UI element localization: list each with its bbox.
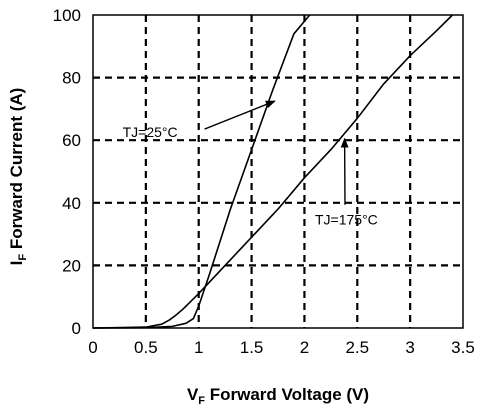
- x-tick-label: 1: [194, 338, 203, 357]
- x-axis-label-text: Forward Voltage (V): [205, 385, 369, 404]
- y-axis-label-symbol: I: [7, 261, 26, 266]
- y-tick-label: 100: [53, 6, 81, 25]
- x-axis-label-symbol: V: [187, 385, 199, 404]
- grid-lines: [93, 15, 463, 328]
- annotations: TJ=25°C TJ=175°C: [123, 100, 378, 228]
- x-tick-label: 1.5: [240, 338, 264, 357]
- series-line-tj-25c: [92, 14, 311, 329]
- y-tick-label: 40: [62, 194, 81, 213]
- x-axis-label-subscript: F: [198, 395, 205, 407]
- plot-frame: [92, 14, 464, 329]
- x-axis-label: VF Forward Voltage (V): [187, 385, 369, 407]
- y-tick-labels: 0 20 40 60 80 100: [53, 6, 81, 338]
- y-tick-label: 0: [72, 319, 81, 338]
- x-tick-label: 0.5: [134, 338, 158, 357]
- x-tick-labels: 0 0.5 1 1.5 2 2.5 3 3.5: [88, 338, 475, 357]
- x-tick-label: 3: [405, 338, 414, 357]
- y-axis-label-text: Forward Current (A): [7, 88, 26, 254]
- x-tick-label: 3.5: [451, 338, 475, 357]
- annotation-arrow-tj-25c: [204, 100, 276, 130]
- annotation-label-tj-175c: TJ=175°C: [315, 212, 378, 228]
- y-tick-label: 60: [62, 131, 81, 150]
- y-tick-label: 80: [62, 69, 81, 88]
- y-tick-label: 20: [62, 256, 81, 275]
- annotation-label-tj-25c: TJ=25°C: [123, 124, 178, 140]
- y-axis-label-subscript: F: [17, 254, 29, 261]
- series-line-tj-175c: [92, 14, 453, 329]
- series-group: [92, 14, 453, 329]
- x-tick-label: 2: [300, 338, 309, 357]
- x-tick-label: 0: [88, 338, 97, 357]
- x-tick-label: 2.5: [345, 338, 369, 357]
- y-axis-label: IF Forward Current (A): [7, 88, 29, 266]
